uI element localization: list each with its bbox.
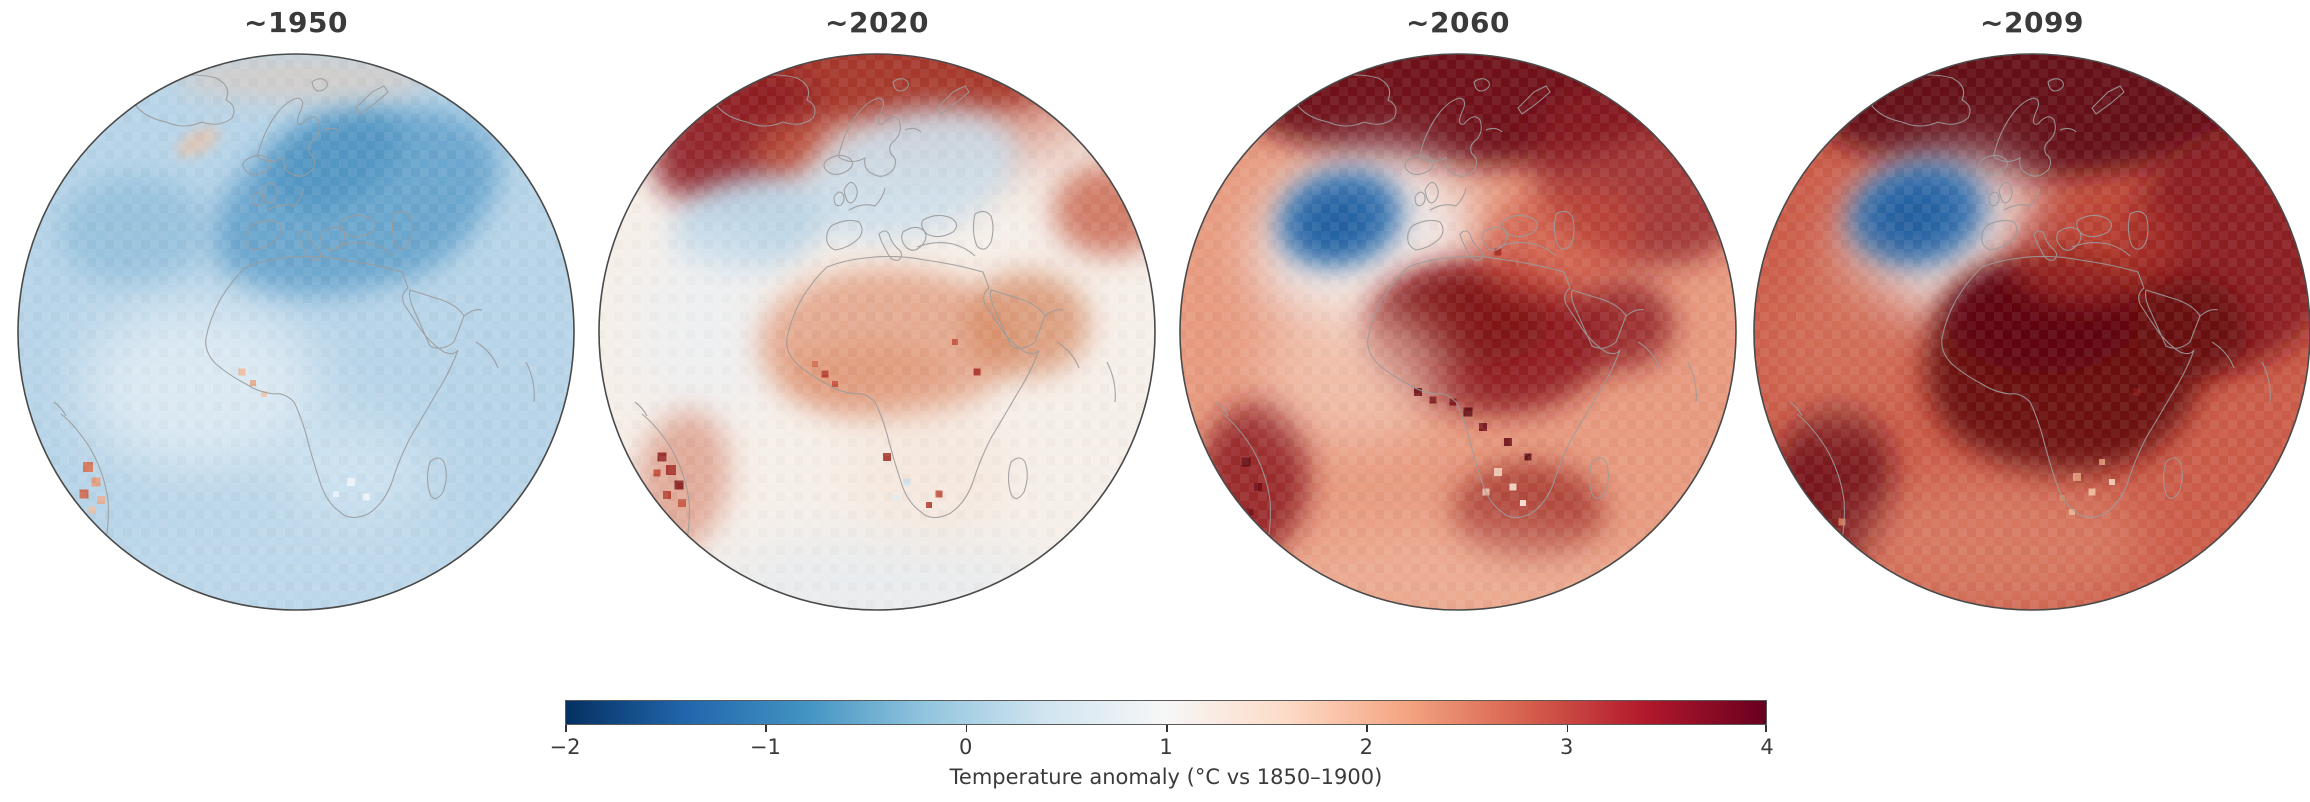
colorbar-tick <box>1566 725 1569 732</box>
colorbar-tick-label: −1 <box>749 735 781 759</box>
colorbar-tick <box>765 725 767 732</box>
globe-map-2099 <box>1753 53 2310 611</box>
colorbar-tick <box>1166 725 1168 732</box>
colorbar-tick <box>565 725 567 732</box>
colorbar: −2 −1 0 1 2 3 4 Temperature anomaly (°C vs 185… <box>550 700 1774 795</box>
colorbar-tick-label: 3 <box>1559 735 1574 759</box>
globe-title-2020: ~2020 <box>825 6 929 39</box>
globe-map-2020 <box>598 53 1156 611</box>
globe-title-1950: ~1950 <box>244 6 348 39</box>
globe-title-2099: ~2099 <box>1980 6 2084 39</box>
globe-map-1950 <box>17 53 575 611</box>
globe-panel-2060: ~2060 <box>1168 0 1748 660</box>
globe-panel-2099: ~2099 <box>1742 0 2310 660</box>
globe-title-2060: ~2060 <box>1406 6 1510 39</box>
colorbar-tick-label: −2 <box>549 735 581 759</box>
colorbar-tick <box>965 725 968 732</box>
colorbar-axis-label: Temperature anomaly (°C vs 1850–1900) <box>949 765 1383 789</box>
globe-panel-2020: ~2020 <box>587 0 1167 660</box>
colorbar-tick-label: 1 <box>1159 735 1173 759</box>
colorbar-tick <box>1366 725 1368 732</box>
globe-panel-1950: ~1950 <box>6 0 586 660</box>
colorbar-gradient <box>565 700 1767 725</box>
colorbar-tick-label: 4 <box>1760 735 1774 759</box>
globe-map-2060 <box>1179 53 1737 611</box>
colorbar-tick <box>1765 725 1767 732</box>
colorbar-tick-label: 2 <box>1359 735 1374 759</box>
colorbar-tick-label: 0 <box>958 735 973 759</box>
